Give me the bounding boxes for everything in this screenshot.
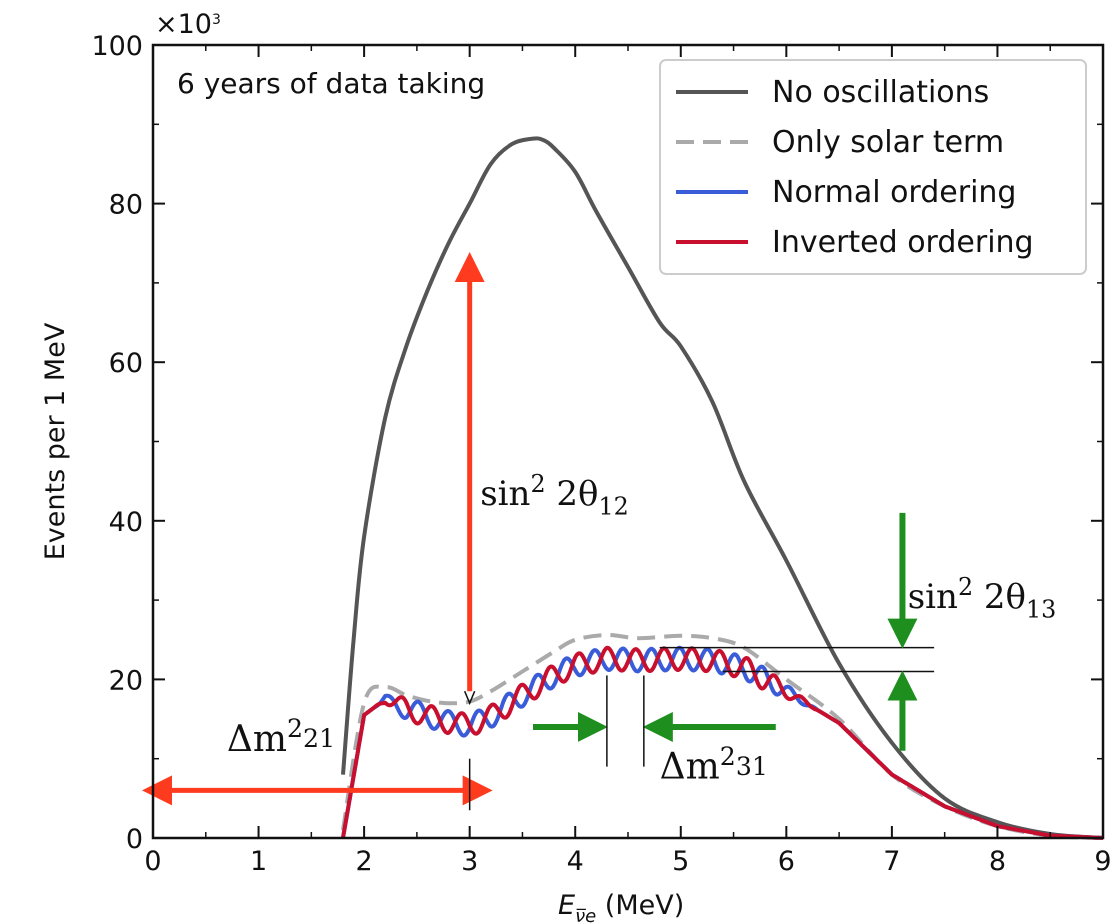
legend-box [659,59,1087,275]
x-tick-label-3: 3 [461,846,478,877]
y-multiplier: ×103 [155,9,221,40]
annotation-layer: sin2 2θ12 Δm221 Δm231 sin2 2θ13 [142,252,1057,811]
x-tick-label-1: 1 [250,846,267,877]
axes-layer: 0 1 2 3 4 5 6 7 8 9 0 20 40 60 80 100 ×103 Events per 1 M… [40,9,1112,924]
legend-label-4: Inverted ordering [772,225,1034,260]
legend-label-1: No oscillations [772,75,989,110]
x-tick-label-2: 2 [356,846,373,877]
sin13-label: sin2 2θ13 [908,573,1057,623]
x-tick-label-4: 4 [567,846,584,877]
series-line-2 [341,632,1104,840]
series-line-1 [341,136,1104,840]
sin12-label: sin2 2θ12 [480,470,629,520]
y-tick-label-60: 60 [109,348,143,379]
legend: No oscillations Only solar term Normal ord… [659,59,1087,275]
x-tick-label-6: 6 [778,846,795,877]
y-axis-title: Events per 1 MeV [40,322,71,560]
x-axis-title: Eν̅e (MeV) [558,890,684,924]
x-tick-label-7: 7 [883,846,900,877]
y-tick-label-40: 40 [109,507,143,538]
legend-label-2: Only solar term [772,125,1004,160]
x-tick-label-0: 0 [144,846,161,877]
dm31-label: Δm231 [660,742,768,788]
y-tick-label-0: 0 [126,824,143,855]
x-tick-label-8: 8 [989,846,1006,877]
x-tick-label-5: 5 [672,846,689,877]
sin12-arrow-tip [463,690,476,706]
x-tick-label-9: 9 [1094,846,1111,877]
series-line-4 [341,645,1105,840]
data-taking-note: 6 years of data taking [177,67,485,100]
dm21-label: Δm221 [227,714,335,760]
legend-label-3: Normal ordering [772,175,1016,210]
series-layer [341,136,1105,840]
y-tick-label-80: 80 [109,190,143,221]
y-tick-label-20: 20 [109,665,143,696]
y-tick-label-100: 100 [91,31,143,62]
